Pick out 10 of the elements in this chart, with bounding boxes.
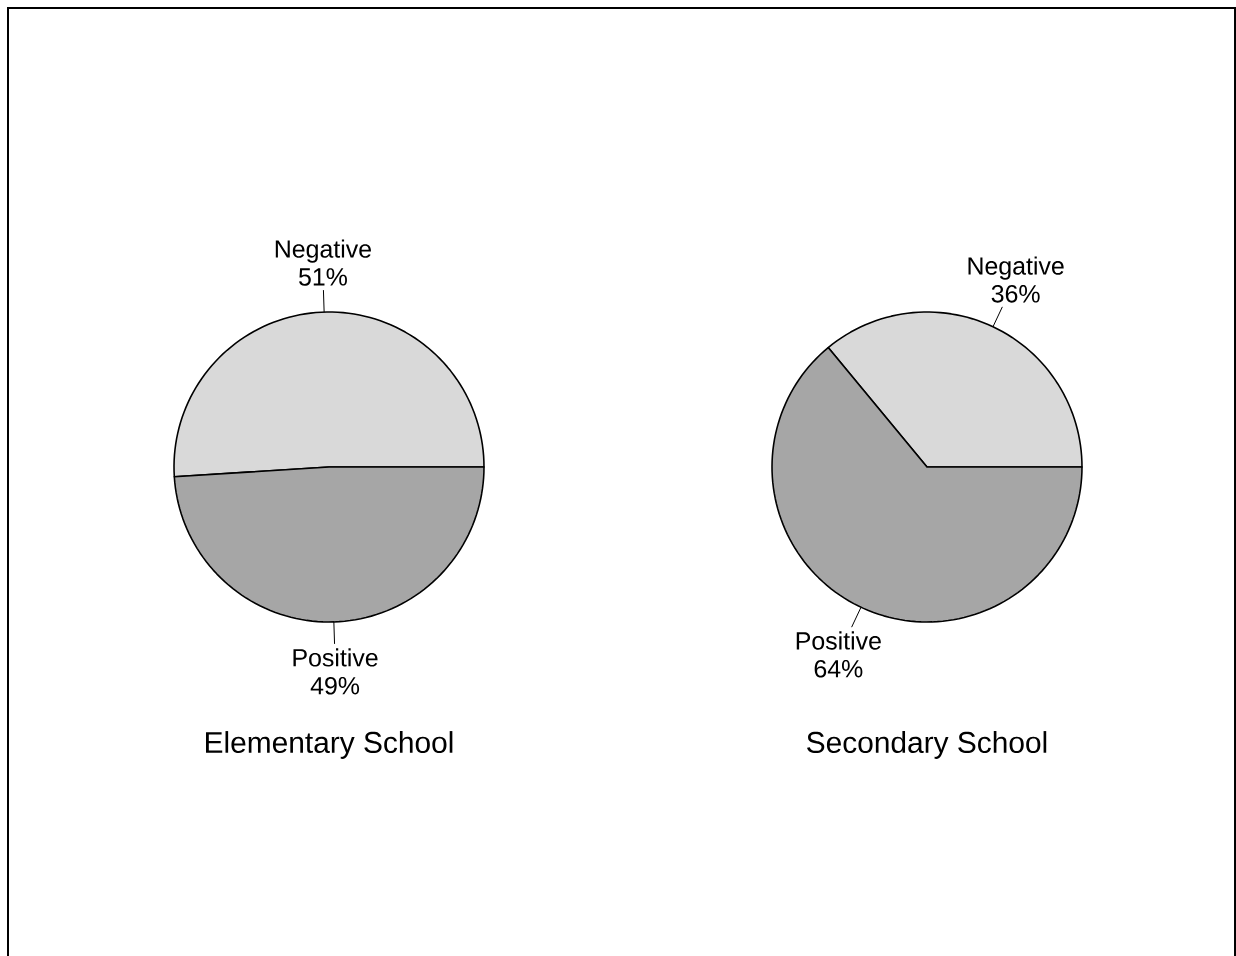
text: Secondary School [807, 731, 1047, 759]
data-label: 49% [310, 676, 360, 695]
data-label: 36% [991, 285, 1040, 303]
slice-label: Negative [275, 239, 371, 263]
slice-label: Negative [968, 256, 1064, 280]
text: Elementary School [206, 731, 453, 759]
data-label: 51% [299, 268, 347, 286]
data-label: 64% [814, 659, 863, 678]
slice-label: Positive [796, 631, 881, 650]
slice-label: Positive [293, 648, 378, 667]
